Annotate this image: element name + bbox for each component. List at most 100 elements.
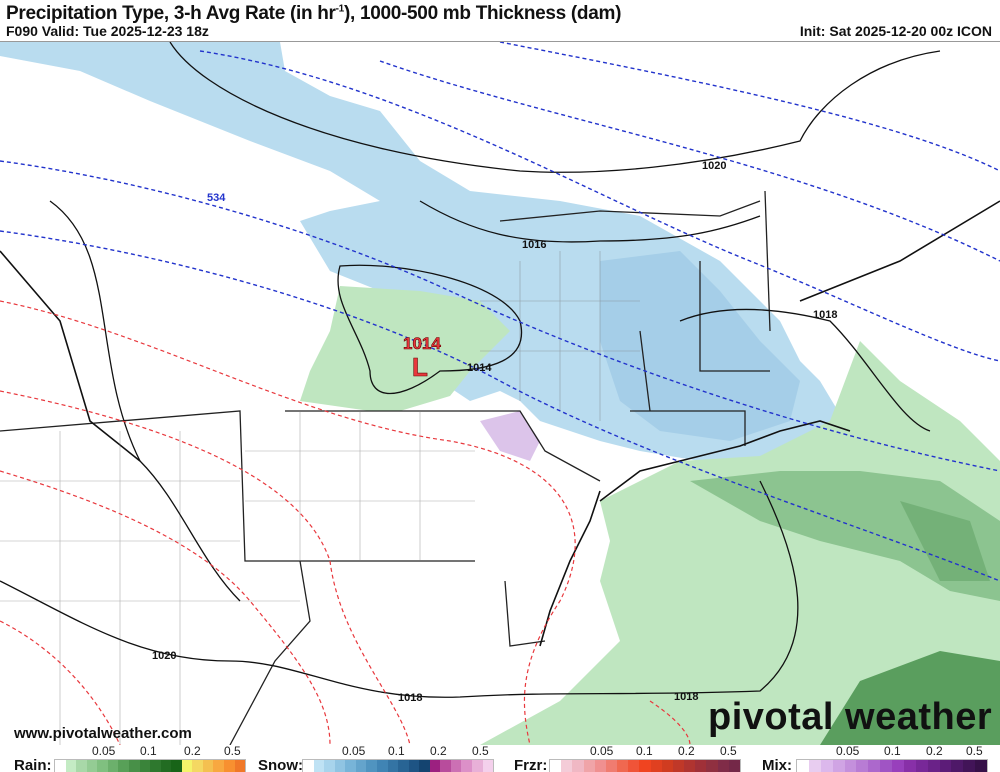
legend-snow-colorbar [302,759,494,772]
legend-snow: Snow: 0.05 0.1 0.2 0.5 [258,744,498,772]
low-pressure-symbol: L [412,352,428,382]
legend-color-swatch [234,760,246,772]
isobar-label: 1020 [702,160,726,172]
legend-color-swatch [903,760,916,772]
legend-color-swatch [628,760,640,772]
legend-color-swatch [118,760,129,772]
isobar-label: 1014 [467,362,492,374]
legend-color-swatch [594,760,606,772]
legend-color-swatch [963,760,976,772]
isobar-label: 1020 [152,650,176,662]
legend-color-swatch [572,760,584,772]
legend-color-swatch [107,760,119,772]
thickness-label: 534 [207,192,226,204]
legend-color-swatch [797,760,809,772]
legend-color-swatch [150,760,161,772]
legend-color-swatch [661,760,673,772]
legend-color-swatch [583,760,595,772]
rain-heaviest [820,651,1000,745]
legend-color-swatch [975,760,987,772]
legend-color-swatch [419,760,430,772]
legend-color-swatch [868,760,881,772]
legend-color-swatch [561,760,573,772]
low-pressure-value: 1014 [403,334,441,353]
legend-color-swatch [550,760,562,772]
legend-color-swatch [429,760,441,772]
isobar-label: 1016 [522,239,546,251]
legend-rain: Rain: 0.05 0.1 0.2 0.5 [14,744,254,772]
isobar-label: 1018 [398,692,422,704]
legend-color-swatch [440,760,451,772]
rain-heavier [690,471,1000,601]
legend-color-swatch [65,760,77,772]
legend-color-swatch [880,760,892,772]
legend-color-swatch [915,760,928,772]
legend-frzr-colorbar [549,759,741,772]
legend-color-swatch [672,760,685,772]
map-title: Precipitation Type, 3-h Avg Rate (in hr-… [6,3,622,24]
rain-area-low [300,286,510,411]
legend-color-swatch [856,760,869,772]
pivotal-weather-logo: pivotal weather [708,696,993,738]
map-canvas: 534 1020 1016 1014 1018 1020 1018 1018 1… [0,41,1000,745]
legend-color-swatch [376,760,388,772]
state-borders [0,190,771,745]
website-watermark: www.pivotalweather.com [14,725,192,742]
legend-color-swatch [171,760,182,772]
legend-color-swatch [927,760,940,772]
legend-color-swatch [160,760,172,772]
legend-mix-colorbar [796,759,988,772]
legend-color-swatch [472,760,483,772]
legend-color-swatch [55,760,66,772]
legend-color-swatch [355,760,367,772]
coastline [0,200,1000,647]
legend-color-swatch [313,760,325,772]
legend-color-swatch [951,760,964,772]
legend-color-swatch [728,760,740,772]
legend-color-swatch [844,760,857,772]
legend-rain-colorbar [54,759,246,772]
legend-color-swatch [939,760,952,772]
legend-color-swatch [482,760,494,772]
legend-frzr: Frzr: 0.05 0.1 0.2 0.5 [514,744,754,772]
county-borders [0,251,640,745]
legend-color-swatch [128,760,140,772]
isobar-label: 1018 [674,691,698,703]
legend-color-swatch [303,760,314,772]
valid-time: F090 Valid: Tue 2025-12-23 18z [6,23,209,39]
legend-color-swatch [892,760,904,772]
legend-color-swatch [213,760,224,772]
legend-color-swatch [706,760,718,772]
legend-color-swatch [366,760,377,772]
thickness-warm [0,300,691,745]
legend-color-swatch [695,760,707,772]
isobars [0,42,941,698]
legend-color-swatch [408,760,420,772]
legend-color-swatch [639,760,651,772]
legend-color-swatch [832,760,845,772]
legend-color-swatch [650,760,662,772]
legend-color-swatch [461,760,472,772]
legend-color-swatch [820,760,833,772]
init-time: Init: Sat 2025-12-20 00z ICON [799,23,992,39]
mix-area [480,411,540,461]
legend-color-swatch [334,760,346,772]
legend-color-swatch [684,760,696,772]
legend-color-swatch [202,760,214,772]
isobar-label: 1018 [813,309,837,321]
isobar-labels: 1020 1016 1014 1018 1020 1018 1018 [152,160,837,704]
legend-color-swatch [387,760,399,772]
legend-mix: Mix: 0.05 0.1 0.2 0.5 [762,744,1000,772]
legend-color-swatch [181,760,193,772]
legend-color-swatch [450,760,462,772]
legend-color-swatch [224,760,235,772]
legend-color-swatch [345,760,356,772]
legend-color-swatch [324,760,335,772]
legend-color-swatch [97,760,108,772]
rain-area-offshore [480,341,1000,745]
thickness-cold [0,42,1000,582]
legend-color-swatch [76,760,87,772]
legend-color-swatch [808,760,821,772]
legend-color-swatch [192,760,203,772]
